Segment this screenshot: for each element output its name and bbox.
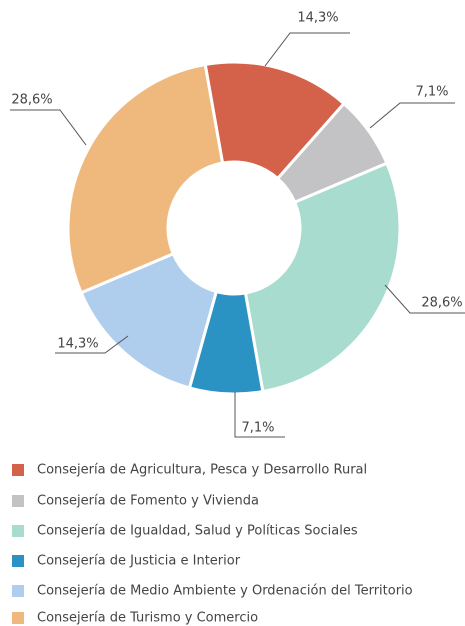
legend-swatch xyxy=(12,525,24,537)
legend-label: Consejería de Fomento y Vivienda xyxy=(37,494,259,509)
legend-label: Consejería de Turismo y Comercio xyxy=(37,611,258,626)
data-label: 14,3% xyxy=(57,337,98,352)
legend-swatch xyxy=(12,612,24,624)
legend-swatch xyxy=(12,585,24,597)
legend-label: Consejería de Justicia e Interior xyxy=(37,554,241,569)
leader-line xyxy=(55,335,129,354)
legend-swatch xyxy=(12,464,24,476)
leader-line xyxy=(369,102,455,129)
leader-line xyxy=(384,284,465,314)
leader-line xyxy=(10,109,87,146)
legend-swatch xyxy=(12,555,24,567)
legend-swatch xyxy=(12,495,24,507)
data-label: 14,3% xyxy=(297,11,338,26)
data-label: 28,6% xyxy=(11,93,52,108)
leader-line xyxy=(234,392,285,438)
data-label: 7,1% xyxy=(241,421,274,436)
data-label: 28,6% xyxy=(421,296,462,311)
legend-label: Consejería de Medio Ambiente y Ordenació… xyxy=(37,584,413,599)
slice xyxy=(243,161,402,394)
slice xyxy=(203,60,347,181)
legend-label: Consejería de Agricultura, Pesca y Desar… xyxy=(37,463,367,478)
slice xyxy=(66,62,225,295)
legend-label: Consejería de Igualdad, Salud y Política… xyxy=(37,524,358,539)
leader-line xyxy=(264,32,350,67)
data-label: 7,1% xyxy=(415,85,448,100)
slice xyxy=(79,251,219,390)
